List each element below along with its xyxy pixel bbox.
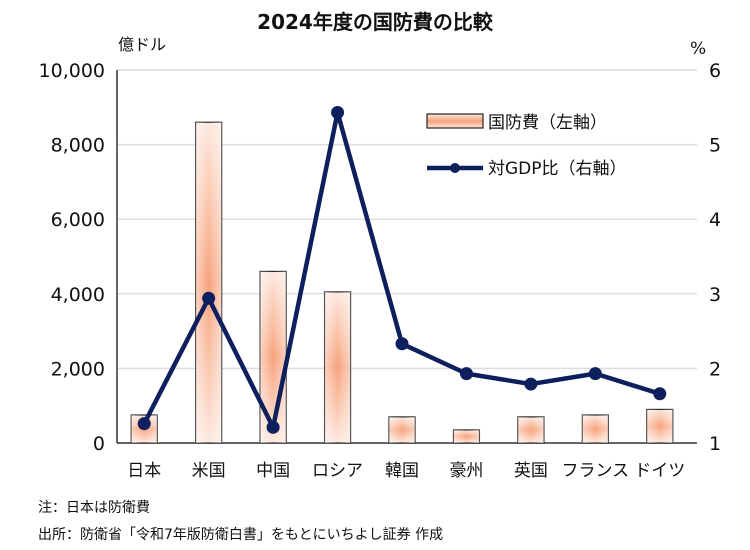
y-tick-left: 10,000 <box>39 60 105 82</box>
x-tick: 米国 <box>192 461 226 481</box>
gdp-point <box>331 106 345 120</box>
x-tick: 中国 <box>256 461 290 481</box>
y-axis-label-left: 億ドル <box>118 35 166 54</box>
x-tick: 韓国 <box>385 461 419 481</box>
gdp-point <box>137 417 151 431</box>
legend-bar-swatch <box>426 113 484 129</box>
y-tick-left: 4,000 <box>51 284 105 306</box>
x-tick: 豪州 <box>449 460 483 481</box>
bar-highlight <box>389 416 415 443</box>
y-axis-label-right: % <box>690 39 706 59</box>
source-note: 出所：防衛省「令和7年版防衛白書」をもとにいちよし証券 作成 <box>38 527 444 543</box>
y-tick-right: 6 <box>709 60 721 82</box>
gdp-point <box>202 291 216 305</box>
bar-highlight <box>517 416 544 443</box>
chart-title: 2024年度の国防費の比較 <box>257 10 493 34</box>
x-tick: 英国 <box>514 461 548 481</box>
legend-line-label: 対GDP比（右軸） <box>488 159 627 179</box>
gdp-point <box>395 337 409 351</box>
y-tick-right: 4 <box>709 209 721 231</box>
x-tick: ロシア <box>312 461 363 481</box>
bar-highlight <box>453 429 480 443</box>
x-tick: フランス <box>561 461 629 481</box>
y-tick-right: 3 <box>709 284 721 306</box>
y-tick-left: 8,000 <box>51 135 105 157</box>
y-tick-right: 1 <box>709 433 721 455</box>
gdp-point <box>266 420 280 434</box>
bar-highlight <box>195 122 222 443</box>
gdp-point <box>588 367 602 381</box>
y-tick-left: 2,000 <box>51 358 105 380</box>
bar-highlight <box>324 291 351 443</box>
y-tick-right: 2 <box>709 358 721 380</box>
x-tick: ドイツ <box>634 461 685 481</box>
y-tick-right: 5 <box>709 135 721 157</box>
bar-highlight <box>582 415 609 443</box>
y-tick-left: 6,000 <box>51 209 105 231</box>
legend-line-marker <box>450 163 460 173</box>
gdp-point <box>459 367 473 381</box>
legend-bar-label: 国防費（左軸） <box>488 113 607 133</box>
note: 注：日本は防衛費 <box>38 500 150 516</box>
bar-highlight <box>646 409 673 443</box>
y-tick-left: 0 <box>93 433 105 455</box>
gdp-point <box>653 387 667 401</box>
x-tick: 日本 <box>127 461 161 481</box>
gdp-point <box>524 377 538 391</box>
